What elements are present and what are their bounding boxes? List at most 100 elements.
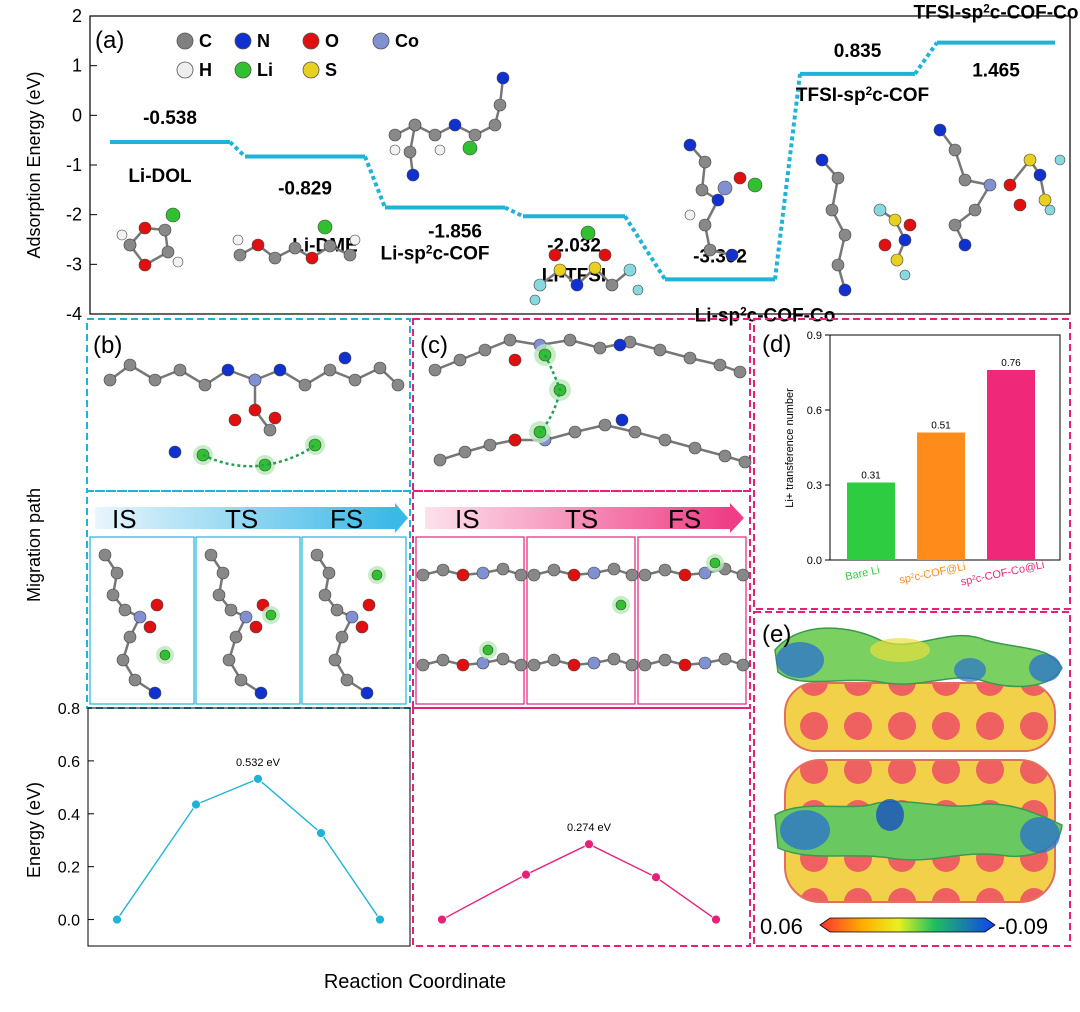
level-value-6: 1.465 [972,61,1020,82]
atom [483,438,497,452]
atom [553,263,567,277]
panel-c-fs-label: FS [668,504,701,534]
d-y-tick-label: 0.9 [807,330,822,342]
atom [222,653,236,667]
panel-b-fs-label: FS [330,504,363,534]
atom [658,563,672,577]
level-connector-0 [228,140,247,158]
atom [736,568,750,582]
profile-point-1-2 [584,839,594,850]
atom [478,343,492,357]
atom [273,363,287,377]
atom [298,378,312,392]
atom [514,658,528,672]
atom [138,258,152,272]
bar-2 [987,370,1035,560]
atom [428,363,442,377]
panel-e: (e) 0.06 -0.09 [753,611,1071,947]
atom [406,168,420,182]
esp-surface-top [774,627,1063,752]
atom [159,649,171,661]
atom [371,569,383,581]
profile-y-tick-label: 0.2 [58,860,80,877]
atom [317,219,333,235]
profile-point-0-2 [253,773,263,784]
atom [738,455,752,469]
panel-c-ts-label: TS [565,504,598,534]
bar-1 [917,432,965,560]
atom [529,294,541,306]
atom [496,652,510,666]
panel-a-y-ticks: 2 1 0 -1 -2 -3 -4 [66,6,97,324]
profile-y-tick-label: 0.4 [58,807,80,824]
atom [717,180,733,196]
atom [123,630,137,644]
atom [527,568,541,582]
atom [638,658,652,672]
legend-h-icon [176,61,194,79]
atom [323,363,337,377]
atom [345,610,359,624]
atom [254,686,268,700]
panel-a-y-axis-label: Adsorption Energy (eV) [24,71,44,258]
atom [695,183,709,197]
atom [658,433,672,447]
atom [508,433,522,447]
atom [948,218,962,232]
profile-point-0-1 [191,799,201,810]
atom [436,653,450,667]
atom [268,411,282,425]
atom [933,123,947,137]
atom [493,98,507,112]
atom [683,351,697,365]
panel-b-is-label: IS [112,504,137,534]
colorbar-min-label: 0.06 [760,914,803,939]
panel-b-arrow-head [395,503,408,533]
atom [110,566,124,580]
migration-trace [202,443,316,468]
atom [588,261,602,275]
a-y-tick-label: -4 [66,304,82,324]
atom [263,423,277,437]
atom [233,248,247,262]
atom [106,588,120,602]
panel-d-frame [753,318,1071,610]
atom [733,365,747,379]
atom [527,658,541,672]
atom [898,233,912,247]
panel-b-label: (b) [93,332,122,359]
atom [607,562,621,576]
atom [678,568,692,582]
atom [1054,154,1066,166]
panel-e-label: (e) [762,621,791,648]
a-y-tick-label: -1 [66,155,82,175]
panel-d-label: (d) [762,331,791,358]
colorbar-max-label: -0.09 [998,914,1048,939]
d-y-tick-label: 0.0 [807,555,822,567]
panel-c-bottom-frame [412,490,751,709]
atom [615,413,629,427]
panel-c-is-label: IS [455,504,480,534]
panel-c-ts-frame [526,536,636,705]
level-name-0: Li-DOL [128,166,192,187]
a-y-tick-label: -3 [66,254,82,274]
level-name-5: TFSI-sp2c-COF [796,84,929,106]
atom [168,445,182,459]
profile-y-tick-label: 0.8 [58,701,80,718]
atom [468,128,482,142]
atom [698,155,712,169]
atom [173,363,187,377]
atom [496,562,510,576]
atom [308,438,322,452]
level-name-2: Li-sp2c-COF [381,243,490,265]
atom [434,144,446,156]
level-value-5: 0.835 [834,41,882,62]
a-y-tick-label: 1 [72,56,82,76]
panel-b-is-frame [89,536,195,705]
atom [547,653,561,667]
panel-c: (c) IS TS FS [412,318,752,709]
atom [456,568,470,582]
legend-h-label: H [199,60,212,80]
atom [890,253,904,267]
atom [158,223,172,237]
